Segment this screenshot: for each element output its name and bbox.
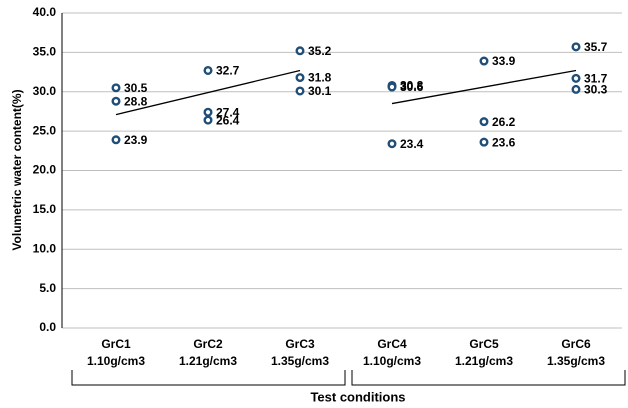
x-axis-label: Test conditions [310,389,405,404]
data-point [479,117,489,127]
data-point [295,73,305,83]
data-point [295,86,305,96]
data-label: 32.7 [216,64,240,78]
trend-line [115,69,301,116]
data-label: 28.8 [124,94,148,108]
data-point [387,139,397,149]
trend-line [391,69,577,105]
x-tick-sublabel: 1.10g/cm3 [363,354,421,368]
x-tick-sublabel: 1.21g/cm3 [455,354,513,368]
data-label: 31.8 [308,71,332,85]
group-bracket [71,370,346,386]
x-tick-sublabel: 1.35g/cm3 [547,354,605,368]
y-tick-label: 15.0 [33,202,57,216]
data-point [203,107,213,117]
y-tick-label: 35.0 [33,45,57,59]
data-point [295,46,305,56]
x-tick-sublabel: 1.35g/cm3 [271,354,329,368]
data-point [203,65,213,75]
data-label: 35.7 [584,40,608,54]
data-label: 33.9 [492,54,516,68]
y-tick-label: 5.0 [39,281,56,295]
data-label: 30.6 [400,80,424,94]
y-axis-label: Volumetric water content(%) [10,89,24,250]
x-tick-sublabel: 1.21g/cm3 [179,354,237,368]
data-point [571,42,581,52]
data-label: 23.9 [124,133,148,147]
y-tick-label: 30.0 [33,84,57,98]
data-label: 30.1 [308,84,332,98]
x-tick-label: GrC1 [101,337,131,351]
data-point [203,115,213,125]
x-tick-label: GrC6 [561,337,591,351]
x-tick-label: GrC4 [377,337,407,351]
data-label: 27.4 [216,105,240,119]
data-point [571,73,581,83]
y-tick-label: 20.0 [33,163,57,177]
x-tick-label: GrC2 [193,337,223,351]
y-tick-label: 0.0 [39,320,56,334]
y-tick-label: 25.0 [33,123,57,137]
data-point [387,82,397,92]
data-label: 23.6 [492,135,516,149]
x-tick-label: GrC5 [469,337,499,351]
data-point [479,56,489,66]
data-point [111,83,121,93]
data-label: 35.2 [308,44,332,58]
y-tick-label: 40.0 [33,5,57,19]
data-point [111,135,121,145]
group-bracket [351,370,626,386]
data-label: 26.2 [492,115,516,129]
x-tick-label: GrC3 [285,337,315,351]
x-tick-sublabel: 1.10g/cm3 [87,354,145,368]
data-point [111,96,121,106]
data-label: 26.4 [216,113,240,127]
data-label: 23.4 [400,137,424,151]
data-point [571,84,581,94]
data-point [479,137,489,147]
data-label: 31.7 [584,72,608,86]
data-label: 30.5 [124,81,148,95]
y-tick-label: 10.0 [33,241,57,255]
data-label: 30.8 [400,79,424,93]
data-label: 30.3 [584,83,608,97]
